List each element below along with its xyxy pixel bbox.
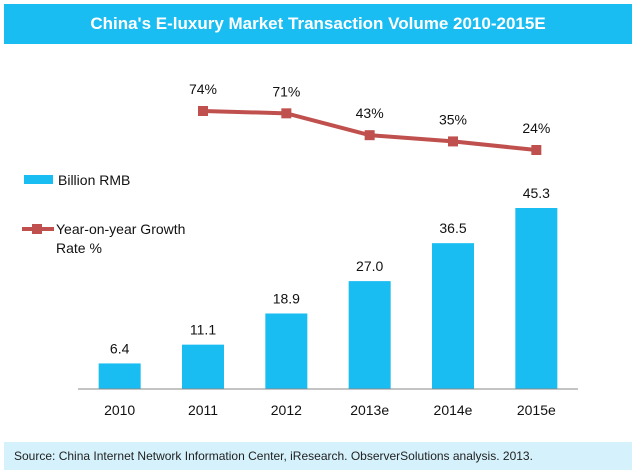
growth-data-label: 43% [356,105,384,121]
bar-data-label: 36.5 [439,220,466,236]
chart-title-bar: China's E-luxury Market Transaction Volu… [4,4,632,44]
legend-swatch-marker [32,224,42,234]
growth-marker [364,130,375,141]
growth-marker [448,136,458,147]
bar-data-label: 11.1 [190,322,216,338]
x-tick-label: 2011 [188,402,218,418]
growth-data-label: 71% [272,83,300,99]
legend-label-bar: Billion RMB [58,172,130,188]
chart-title: China's E-luxury Market Transaction Volu… [90,14,546,33]
x-tick-label: 2013e [350,402,389,418]
bar-data-label: 6.4 [110,340,130,356]
legend-label-line-2: Rate % [56,240,102,256]
bar-data-label: 18.9 [273,290,300,306]
x-tick-label: 2014e [434,402,473,418]
growth-marker [531,145,542,155]
bar [432,243,474,389]
bar [265,313,308,389]
x-tick-label: 2015e [517,402,556,418]
bar [515,208,558,389]
bar [348,281,391,389]
growth-marker [281,108,292,119]
growth-data-label: 35% [439,111,467,127]
growth-marker [198,106,208,116]
legend-swatch-bar [24,175,53,184]
bar-data-label: 27.0 [356,258,383,274]
bar-data-label: 45.3 [523,185,550,201]
x-tick-label: 2012 [271,402,302,418]
bar [98,363,141,389]
growth-data-label: 24% [522,120,550,136]
legend-label-line: Year-on-year Growth [56,221,185,237]
bar [182,344,224,389]
source-text: Source: China Internet Network Informati… [14,449,533,463]
x-tick-label: 2010 [104,402,135,418]
growth-data-label: 74% [189,81,217,97]
source-bar: Source: China Internet Network Informati… [4,442,632,470]
